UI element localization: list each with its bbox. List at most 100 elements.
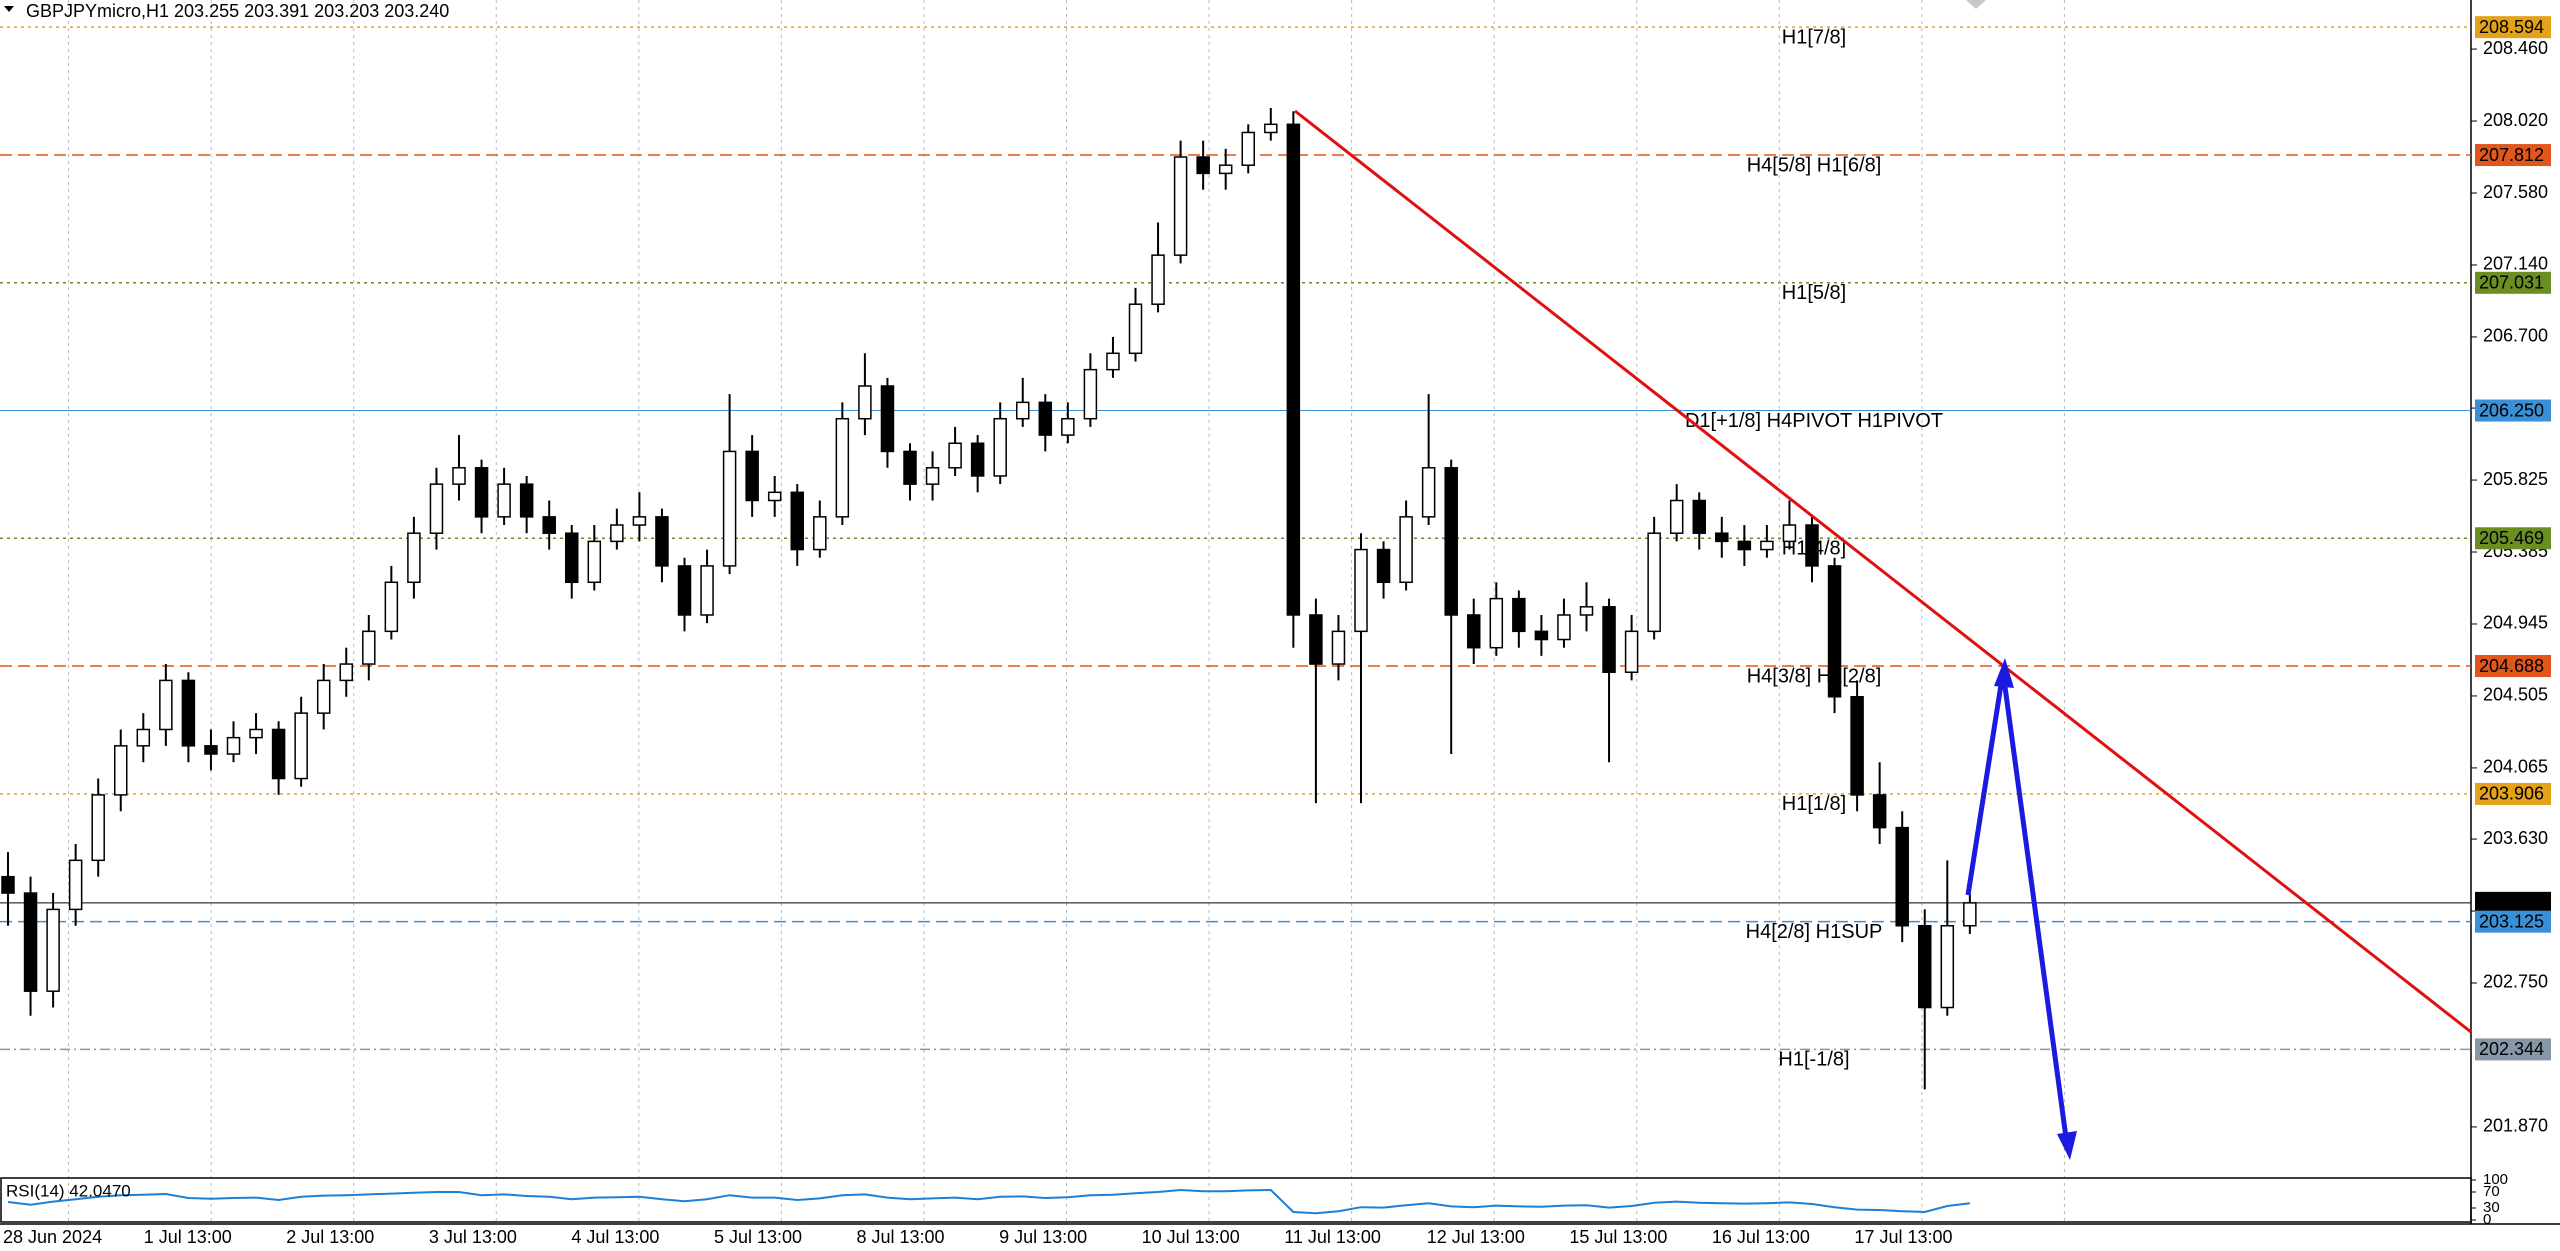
x-tick-label: 16 Jul 13:00: [1712, 1227, 1810, 1247]
grid: [68, 0, 2065, 1224]
candle-body: [1512, 597, 1526, 633]
price-box: [2475, 16, 2551, 39]
y-tick-label: 208.020: [2483, 110, 2548, 130]
candle-body: [1827, 565, 1842, 698]
candle-body: [1421, 467, 1436, 518]
candle-body: [271, 728, 286, 780]
y-tick-label: 201.870: [2483, 1116, 2548, 1136]
candle-body: [1286, 123, 1301, 616]
x-tick-label: 11 Jul 13:00: [1284, 1227, 1381, 1247]
candle-body: [1061, 417, 1075, 436]
candle-body: [722, 450, 737, 567]
trend-line: [1294, 109, 2472, 1034]
price-box-label: 202.344: [2479, 1039, 2544, 1059]
y-tick-label: 205.825: [2483, 469, 2548, 489]
price-box-label: 207.031: [2479, 273, 2544, 293]
candle-body: [114, 745, 128, 796]
candle-body: [452, 467, 466, 485]
price-box-label: 203.240: [2479, 893, 2544, 913]
price-box-label: 207.812: [2479, 145, 2544, 165]
candle-body: [294, 712, 308, 780]
candle-body: [46, 908, 60, 992]
candle-body: [1016, 401, 1030, 420]
candle-body: [91, 794, 105, 862]
rsi-tick-label: 100: [2483, 1171, 2508, 1188]
candle-body: [790, 491, 804, 551]
candle-body: [1669, 499, 1684, 534]
x-tick-label: 17 Jul 13:00: [1854, 1227, 1952, 1247]
candle-body: [1, 875, 15, 894]
x-tick-label: 4 Jul 13:00: [571, 1227, 659, 1247]
candle-body: [677, 565, 692, 616]
candle-body: [835, 417, 850, 518]
candle-body: [858, 385, 872, 420]
candle-body: [316, 679, 331, 714]
candle-body: [1963, 902, 1977, 927]
level-label: H1[-1/8]: [1778, 1049, 1849, 1071]
price-box-label: 203.906: [2479, 784, 2544, 804]
candle-body: [204, 745, 218, 755]
candle-body: [1128, 303, 1143, 355]
candle-body: [1038, 401, 1053, 436]
level-label: H1[5/8]: [1782, 282, 1846, 304]
x-tick-label: 5 Jul 13:00: [714, 1227, 802, 1247]
price-box: [2475, 1038, 2551, 1061]
header-arrow[interactable]: [4, 6, 14, 12]
rsi-title: RSI(14) 42.0470: [6, 1181, 131, 1200]
candle-body: [1467, 614, 1481, 649]
candle-body: [1624, 630, 1639, 673]
candle-body: [159, 679, 173, 731]
candle-body: [1218, 164, 1233, 175]
candle-body: [1241, 131, 1255, 166]
chart-title: GBPJPYmicro,H1 203.255 203.391 203.203 2…: [26, 1, 449, 21]
candle-body: [1173, 156, 1188, 256]
y-tick-label: 204.065: [2483, 757, 2548, 777]
candle-body: [1354, 548, 1368, 633]
candle-body: [68, 859, 83, 911]
candle-body: [1872, 794, 1887, 829]
candle-body: [1444, 467, 1458, 616]
candle-body: [700, 565, 714, 616]
candle-body: [339, 663, 353, 682]
candle-body: [880, 385, 895, 453]
y-tick-label: 203.630: [2483, 828, 2548, 848]
candle-body: [362, 630, 376, 665]
candle-body: [407, 532, 421, 584]
price-box-label: 205.469: [2479, 528, 2544, 548]
arrow-head: [1994, 658, 2014, 688]
price-box: [2475, 144, 2551, 167]
level-label: H4[5/8] H1[6/8]: [1747, 154, 1882, 176]
candle-body: [745, 450, 759, 502]
candle-body: [1489, 597, 1504, 649]
x-tick-label: 8 Jul 13:00: [857, 1227, 945, 1247]
candle-body: [1083, 368, 1098, 420]
level-label: H1[7/8]: [1782, 26, 1846, 48]
price-box: [2475, 782, 2551, 805]
x-tick-label: 15 Jul 13:00: [1569, 1227, 1667, 1247]
candle-body: [1760, 540, 1774, 551]
y-tick-label: 204.505: [2483, 685, 2548, 705]
price-box: [2475, 399, 2551, 422]
candle-body: [1602, 606, 1616, 673]
candle-body: [565, 532, 579, 584]
rsi-tick-label: 0: [2483, 1211, 2491, 1228]
candle-body: [429, 483, 444, 534]
candle-body: [1309, 614, 1323, 665]
arrow-head: [2057, 1131, 2077, 1160]
x-tick-label: 28 Jun 2024: [3, 1227, 102, 1247]
candle-body: [519, 483, 534, 518]
rsi-tick-label: 70: [2483, 1183, 2500, 1200]
candle-body: [1376, 548, 1391, 584]
price-box: [2475, 527, 2551, 550]
candle-body: [1647, 532, 1661, 633]
candle-body: [1151, 254, 1165, 305]
candle-body: [903, 450, 917, 485]
candle-body: [136, 728, 151, 747]
candle-body: [181, 679, 196, 747]
candle-body: [1196, 156, 1210, 175]
price-box-label: 206.250: [2479, 400, 2544, 420]
rsi-line: [7, 1188, 1971, 1215]
candle-body: [655, 516, 669, 567]
